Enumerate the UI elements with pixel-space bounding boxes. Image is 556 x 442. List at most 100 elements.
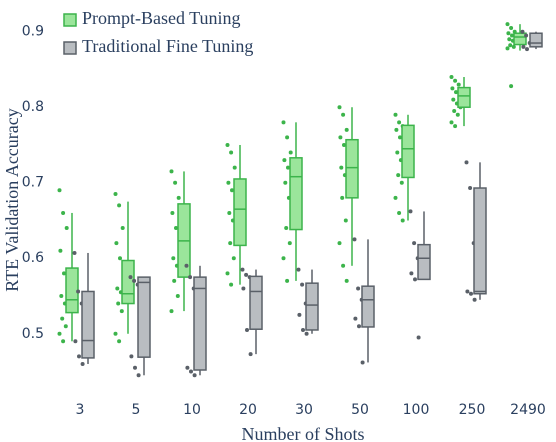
data-point [77,354,81,359]
data-point [248,352,253,357]
box [249,275,263,330]
y-tick-label: 0.6 [22,250,44,266]
y-tick-label: 0.5 [22,326,44,342]
box [417,243,431,281]
data-point [524,33,529,38]
data-point [509,25,514,30]
data-point [113,331,118,336]
box [361,285,375,328]
x-tick-label: 3 [76,402,85,418]
data-point [128,275,133,280]
data-point [338,135,343,140]
y-tick-label: 0.7 [22,175,44,191]
data-point [507,37,512,42]
data-point [525,47,529,52]
data-point [301,327,305,332]
data-point [229,150,234,155]
box [289,157,303,231]
data-point [509,84,514,89]
legend-label: Traditional Fine Tuning [82,36,253,56]
data-point [452,109,457,113]
data-point [352,237,357,242]
data-point [449,120,454,125]
data-point [172,278,177,283]
data-point [114,241,119,246]
data-point [58,248,63,253]
data-point [225,142,230,147]
data-point [393,195,398,200]
data-point [244,272,249,277]
data-point [472,297,477,302]
data-point [449,75,454,80]
box [457,86,471,108]
data-point [76,289,81,294]
y-axis-label: RTE Validation Accuracy [2,108,22,292]
x-tick-label: 250 [459,402,486,418]
box [529,32,543,48]
data-point [57,331,62,336]
legend-swatch [63,13,77,27]
data-point [230,188,234,193]
data-point [451,97,456,102]
x-tick-label: 2490 [510,402,546,418]
data-point [455,112,460,117]
data-point [284,226,289,231]
data-point [72,250,77,255]
box [137,276,151,358]
box [193,276,207,371]
data-point [63,324,68,329]
data-point [57,188,62,193]
data-point [118,256,122,261]
data-point [283,180,288,185]
data-point [61,210,66,215]
data-point [304,331,309,336]
data-point [397,120,402,125]
data-point [395,150,400,155]
data-point [456,82,461,87]
data-point [226,180,231,185]
data-point [454,90,458,95]
x-tick-label: 10 [183,402,201,418]
data-point [227,210,232,215]
data-point [400,218,405,223]
data-point [505,46,510,51]
data-point [465,289,470,294]
data-point [286,165,290,170]
data-point [297,312,302,317]
data-point [184,263,189,268]
data-point [189,369,193,374]
data-point [176,195,181,200]
data-point [185,365,190,370]
data-point [80,361,85,366]
data-point [231,256,236,261]
data-point [281,120,286,125]
data-point [300,282,305,287]
data-point [505,22,510,27]
data-point [282,158,287,163]
data-point [357,324,361,329]
data-point [170,210,175,215]
x-tick-label: 5 [132,402,141,418]
data-point [60,316,65,321]
x-tick-label: 30 [295,402,313,418]
data-point [115,286,120,291]
data-point [506,31,511,36]
data-point [133,365,137,370]
data-point [117,339,122,344]
box [65,267,79,314]
data-point [453,124,458,129]
box [233,178,247,247]
data-point [409,271,414,276]
y-tick-label: 0.8 [22,99,44,115]
data-point [228,241,233,246]
data-point [241,286,246,291]
data-point [288,150,293,155]
data-point [343,218,348,223]
data-point [174,226,178,231]
data-point [416,335,421,340]
data-point [393,112,398,117]
data-point [169,309,174,314]
x-tick-label: 20 [239,402,257,418]
data-point [337,105,342,110]
